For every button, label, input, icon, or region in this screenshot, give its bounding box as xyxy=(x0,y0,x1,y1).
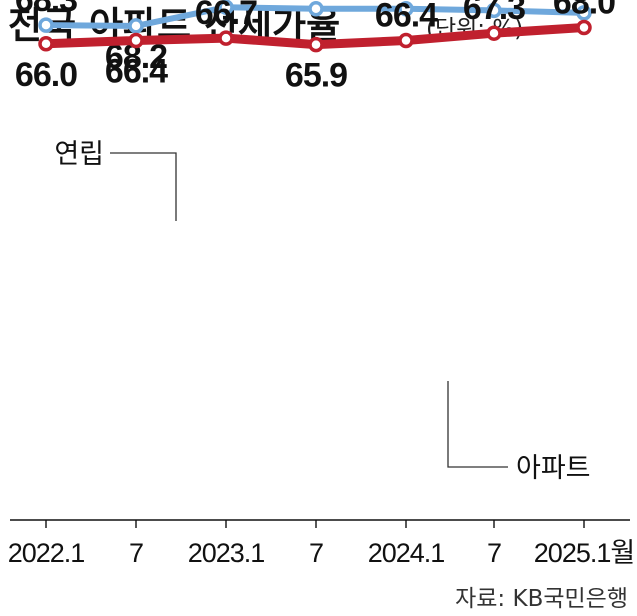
x-axis: 2022.1 7 2023.1 7 2024.1 7 2025.1월 xyxy=(8,519,635,568)
x-tick-label: 2025.1월 xyxy=(534,538,634,568)
data-label: 70.3 xyxy=(375,0,437,3)
x-tick-label: 7 xyxy=(309,538,323,568)
data-label: 69.8 xyxy=(553,0,615,7)
data-point xyxy=(38,17,54,33)
data-point xyxy=(576,5,592,21)
data-label: 70.5 xyxy=(195,0,257,1)
data-label: 66.7 xyxy=(195,0,257,32)
data-point xyxy=(486,25,502,41)
x-tick-label: 7 xyxy=(487,538,501,568)
data-point xyxy=(128,32,144,49)
data-point xyxy=(576,19,592,36)
data-label: 66.4 xyxy=(105,53,168,91)
data-point xyxy=(38,36,54,52)
data-point xyxy=(308,1,324,17)
data-point xyxy=(398,32,414,49)
data-point xyxy=(218,0,234,15)
data-label: 70.3 xyxy=(285,0,347,3)
data-label: 66.4 xyxy=(375,0,438,35)
x-tick-label: 2023.1 xyxy=(188,538,265,568)
series-0: 68.368.270.570.370.370.169.8 xyxy=(15,0,616,76)
data-point xyxy=(486,2,502,19)
data-point xyxy=(218,30,234,46)
series-1: 66.0 66.4 66.7 65.9 66.4 67.3 68.0 xyxy=(15,0,616,95)
source-note: 자료: KB국민은행 xyxy=(455,586,628,612)
series-label-0: 연립 xyxy=(54,139,104,170)
x-tick-label: 7 xyxy=(129,538,143,568)
data-label: 65.9 xyxy=(285,57,347,95)
data-label: 68.3 xyxy=(15,0,77,19)
data-label: 66.0 xyxy=(15,56,77,94)
data-label: 70.1 xyxy=(463,0,525,4)
data-point xyxy=(128,18,144,34)
leader-line xyxy=(110,152,177,221)
x-tick-label: 2022.1 xyxy=(8,538,85,568)
data-point xyxy=(308,36,324,53)
series-layer: 68.368.270.570.370.370.169.866.066.466.7… xyxy=(15,0,616,484)
leader-line xyxy=(447,381,508,468)
series-label-1: 아파트 xyxy=(516,453,591,484)
x-tick-label: 2024.1 xyxy=(368,538,445,568)
data-label: 68.0 xyxy=(553,0,615,22)
data-point xyxy=(398,1,414,17)
data-label: 67.3 xyxy=(463,0,525,27)
